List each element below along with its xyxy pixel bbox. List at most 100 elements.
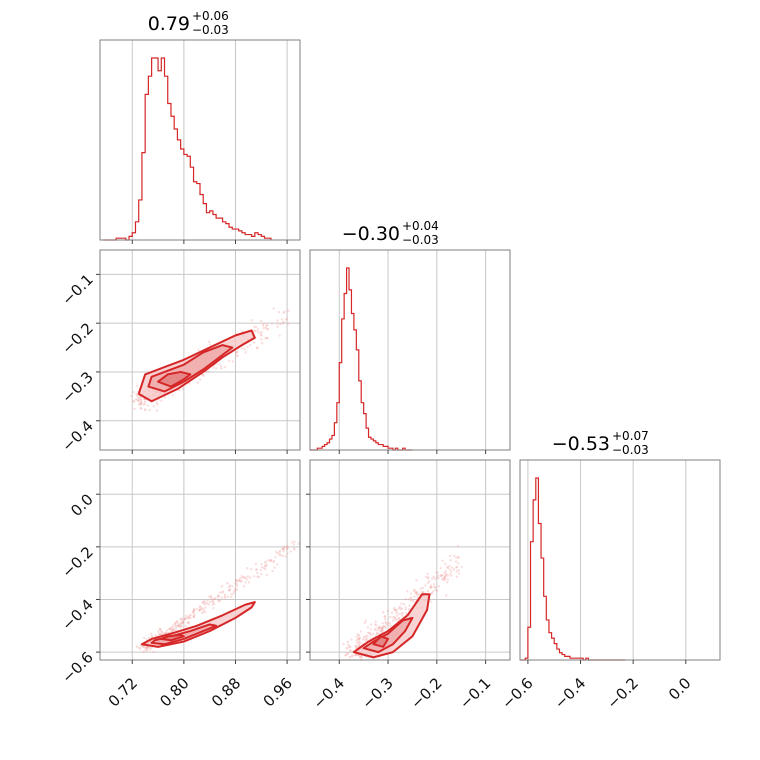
sample-point — [444, 575, 447, 579]
sample-point — [143, 408, 147, 412]
sample-point — [137, 398, 140, 402]
sample-point — [155, 409, 159, 412]
sample-point — [249, 568, 253, 571]
sample-point — [264, 326, 267, 329]
sample-point — [195, 607, 199, 611]
sample-point — [364, 636, 367, 640]
sample-point — [184, 624, 188, 628]
sample-point — [139, 397, 143, 401]
sample-point — [226, 581, 229, 585]
sample-point — [265, 563, 268, 567]
sample-point — [219, 365, 223, 368]
sample-point — [201, 607, 204, 610]
sample-point — [285, 317, 289, 321]
sample-point — [265, 573, 269, 577]
panel-r0-c0 — [99, 39, 301, 244]
sample-point — [393, 608, 397, 612]
sample-point — [357, 637, 360, 640]
sample-point — [238, 579, 241, 583]
sample-point — [208, 600, 212, 604]
y-tick-label: −0.2 — [58, 319, 96, 357]
sample-point — [398, 605, 402, 609]
sample-point — [397, 607, 401, 610]
sample-point — [212, 606, 215, 610]
sample-point — [285, 546, 289, 549]
sample-point — [389, 616, 392, 619]
sample-point — [266, 324, 269, 327]
panel-title-p2: −0.53 +0.07−0.03 — [552, 429, 649, 457]
sample-point — [226, 595, 230, 598]
sample-point — [344, 653, 348, 657]
sample-point — [193, 613, 196, 616]
sample-point — [179, 625, 182, 629]
panel-r1-c1 — [309, 249, 511, 454]
sample-point — [457, 572, 461, 575]
title-plus: +0.07 — [612, 429, 649, 443]
sample-point — [244, 351, 247, 354]
sample-point — [430, 600, 433, 603]
sample-point — [441, 577, 444, 580]
sample-point — [383, 625, 386, 628]
sample-point — [217, 599, 220, 603]
sample-point — [449, 574, 453, 577]
sample-point — [437, 585, 441, 588]
sample-point — [187, 622, 190, 625]
sample-point — [243, 347, 246, 351]
sample-point — [377, 626, 380, 630]
sample-point — [253, 329, 256, 333]
sample-point — [283, 545, 286, 548]
sample-point — [278, 549, 282, 553]
sample-point — [179, 618, 182, 621]
sample-point — [235, 579, 239, 582]
sample-point — [154, 634, 157, 637]
sample-point — [395, 608, 398, 611]
sample-point — [260, 565, 264, 569]
sample-point — [357, 644, 361, 647]
sample-point — [445, 572, 448, 575]
sample-point — [398, 612, 401, 615]
sample-point — [144, 646, 147, 649]
sample-point — [242, 585, 246, 588]
sample-point — [433, 577, 437, 581]
sample-point — [235, 588, 239, 592]
sample-point — [430, 592, 433, 595]
sample-point — [409, 599, 413, 602]
sample-point — [430, 591, 434, 595]
title-plus: +0.06 — [192, 9, 229, 23]
sample-point — [396, 614, 399, 617]
sample-point — [287, 322, 290, 325]
sample-point — [253, 575, 256, 578]
sample-point — [395, 611, 398, 615]
sample-point — [460, 565, 463, 568]
x-tick-label: −0.4 — [551, 674, 589, 712]
panel-r2-c2 — [519, 459, 721, 664]
sample-point — [285, 544, 289, 548]
y-tick-label: −0.4 — [58, 417, 96, 455]
sample-point — [179, 622, 182, 625]
sample-point — [236, 580, 239, 583]
sample-point — [413, 595, 416, 599]
sample-point — [369, 634, 373, 637]
sample-point — [192, 615, 195, 618]
sample-point — [274, 550, 278, 554]
sample-point — [158, 628, 161, 631]
sample-point — [236, 350, 239, 353]
sample-point — [446, 565, 450, 569]
sample-point — [435, 571, 438, 574]
sample-point — [419, 587, 422, 590]
panel-frame — [309, 249, 511, 451]
sample-point — [429, 584, 433, 587]
sample-point — [192, 609, 195, 612]
sample-point — [270, 559, 273, 562]
sample-point — [381, 611, 385, 614]
sample-point — [429, 586, 432, 589]
sample-point — [377, 632, 381, 635]
sample-point — [274, 555, 277, 559]
sample-point — [138, 402, 142, 406]
sample-point — [355, 638, 359, 642]
sample-point — [380, 626, 384, 629]
sample-point — [422, 591, 425, 594]
sample-point — [436, 571, 439, 574]
sample-point — [240, 347, 244, 350]
